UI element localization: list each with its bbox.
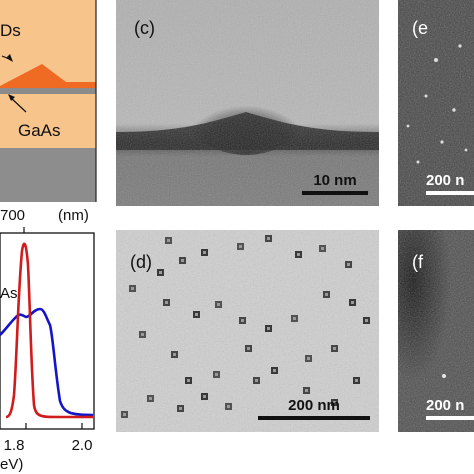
quantum-dot-core (227, 405, 230, 408)
series-red-line (5, 242, 93, 419)
gaas-arrow (9, 96, 27, 113)
quantum-dot-core (217, 303, 220, 306)
quantum-dot (0, 64, 96, 88)
quantum-dot-core (355, 379, 358, 382)
quantum-dot-core (305, 389, 308, 392)
panel-c-tem-cross-section: (c) 10 nm (116, 0, 379, 206)
scale-bar-f: 200 n (426, 397, 474, 420)
quantum-dot-core (215, 373, 218, 376)
scale-bar-c-label: 10 nm (313, 172, 357, 189)
material-label: As (0, 285, 18, 302)
scale-bar-f-line (426, 416, 474, 420)
scale-bar-f-label: 200 n (426, 397, 465, 414)
panel-d-tem-plan-view: (d) 200 nm (116, 230, 379, 432)
tem-plan-view-image (116, 230, 379, 432)
quantum-dot-core (321, 247, 324, 250)
quantum-dot-core (365, 319, 368, 322)
scale-bar-c-line (302, 191, 368, 195)
quantum-dot-core (273, 369, 276, 372)
quantum-dot-core (187, 379, 190, 382)
top-tick-label: 700 (0, 207, 25, 224)
bottom-tick-label-2: 2.0 (72, 437, 93, 454)
quantum-dot-core (123, 413, 126, 416)
quantum-dot-core (333, 401, 336, 404)
scale-bar-e: 200 n (426, 172, 474, 195)
substrate-label: GaAs (18, 121, 61, 140)
scale-bar-d-line (258, 416, 370, 420)
quantum-dot-core (241, 319, 244, 322)
quantum-dot-core (173, 353, 176, 356)
panel-d-label: (d) (130, 252, 152, 272)
qd-arrowhead (6, 54, 13, 62)
quantum-dot-core (203, 251, 206, 254)
quantum-dot-core (347, 263, 350, 266)
quantum-dot-array (121, 235, 370, 418)
qd-bright-spot (442, 374, 446, 378)
plot-frame (0, 232, 95, 430)
quantum-dot-core (293, 317, 296, 320)
afm-image-f (398, 230, 474, 432)
bottom-tick-label-1: 1.8 (4, 437, 25, 454)
substrate-layer (0, 148, 96, 202)
structure-schematic: Ds GaAs (0, 0, 97, 202)
quantum-dot-core (247, 347, 250, 350)
scale-bar-d-label: 200 nm (288, 397, 340, 414)
scale-bar-d: 200 nm (258, 397, 370, 420)
scale-bar-e-label: 200 n (426, 172, 465, 189)
quantum-dot-core (325, 293, 328, 296)
pl-spectrum: 700 (nm) As 1.8 2.0 eV) (0, 205, 105, 474)
afm-image-e (398, 0, 474, 206)
quantum-dot-core (141, 333, 144, 336)
quantum-dot-core (333, 347, 336, 350)
scale-bar-c: 10 nm (302, 172, 368, 195)
panel-f-afm: (f 200 n (398, 230, 474, 432)
panel-e-label: (e (412, 18, 429, 38)
quantum-dot-core (165, 301, 168, 304)
quantum-dot-core (167, 239, 170, 242)
schematic-drawing: Ds GaAs (0, 0, 97, 202)
top-axis-unit: (nm) (58, 207, 89, 224)
quantum-dot-core (239, 245, 242, 248)
quantum-dot-core (131, 287, 134, 290)
tem-cross-section-image (116, 0, 379, 206)
gaas-arrowhead (8, 94, 15, 101)
spectrum-plot: 700 (nm) As 1.8 2.0 eV) (0, 207, 95, 473)
quantum-dot-core (203, 395, 206, 398)
quantum-dot-core (297, 253, 300, 256)
bottom-axis-unit: eV) (0, 456, 23, 473)
qd-label: Ds (0, 21, 21, 40)
quantum-dot-core (351, 301, 354, 304)
quantum-dot-core (307, 357, 310, 360)
panel-e-afm: (e 200 n (398, 0, 474, 206)
series-blue-line (0, 307, 94, 417)
panel-c-label: (c) (134, 18, 155, 38)
quantum-dot-core (159, 271, 162, 274)
wetting-layer (0, 88, 96, 94)
quantum-dot-core (179, 407, 182, 410)
quantum-dot-core (267, 237, 270, 240)
quantum-dot-core (149, 397, 152, 400)
scale-bar-e-line (426, 191, 474, 195)
quantum-dot-core (181, 259, 184, 262)
quantum-dot-core (267, 327, 270, 330)
qd-bright-spots (406, 44, 468, 164)
panel-f-label: (f (412, 252, 423, 272)
quantum-dot-core (195, 313, 198, 316)
quantum-dot-core (255, 379, 258, 382)
